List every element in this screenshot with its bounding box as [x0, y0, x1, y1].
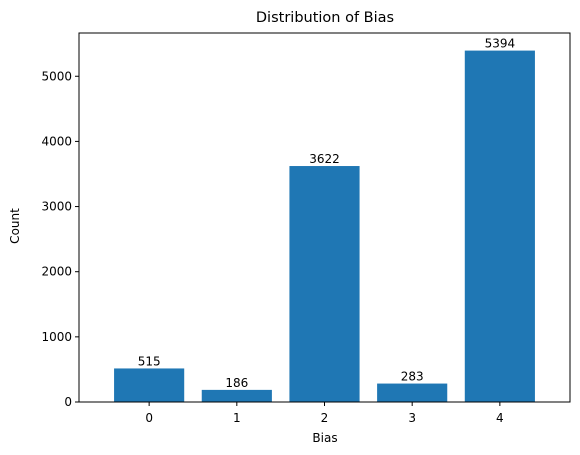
- x-tick-label: 1: [233, 411, 241, 425]
- data-label-1: 186: [225, 376, 248, 390]
- data-label-0: 515: [138, 354, 161, 368]
- y-tick-label: 4000: [41, 134, 72, 148]
- bar-4: [464, 50, 535, 403]
- y-tick-label: 5000: [41, 69, 72, 83]
- bar-3: [377, 383, 448, 402]
- y-tick-label: 1000: [41, 330, 72, 344]
- x-axis-label: Bias: [312, 431, 337, 445]
- y-tick-label: 3000: [41, 200, 72, 214]
- data-label-4: 5394: [485, 37, 516, 51]
- data-label-3: 283: [401, 370, 424, 384]
- plot-frame: [78, 32, 571, 403]
- bar-0: [114, 368, 185, 402]
- y-axis-ticks: 0 1000 2000 3000 4000 5000: [41, 69, 79, 409]
- bar-1: [201, 389, 272, 402]
- x-tick-label: 4: [496, 411, 504, 425]
- chart-title: Distribution of Bias: [256, 10, 394, 26]
- data-label-2: 3622: [309, 152, 340, 166]
- y-tick-label: 2000: [41, 265, 72, 279]
- x-tick-label: 2: [321, 411, 329, 425]
- bar-2: [289, 166, 360, 402]
- x-tick-label: 0: [145, 411, 153, 425]
- y-tick-label: 0: [64, 395, 72, 409]
- bars-layer: 515 186 3622 283 5394: [114, 37, 535, 403]
- y-axis-label: Count: [8, 208, 22, 244]
- x-tick-label: 3: [408, 411, 416, 425]
- x-axis-ticks: 0 1 2 3 4: [145, 402, 504, 425]
